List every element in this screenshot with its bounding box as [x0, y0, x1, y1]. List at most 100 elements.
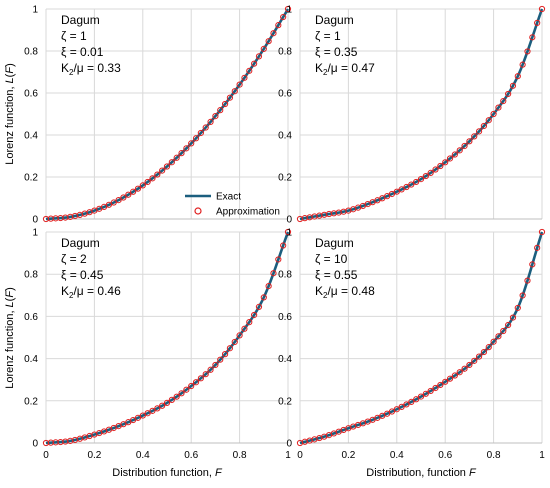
x-tick-label: 0.2 [341, 450, 355, 461]
y-tick-label: 0.4 [278, 131, 292, 142]
approximation-point [188, 140, 195, 147]
approximation-point [393, 406, 400, 413]
x-tick-label: 0 [297, 450, 303, 461]
approximation-point [207, 118, 214, 125]
approximation-point [255, 53, 263, 60]
approximation-point [168, 159, 175, 166]
x-tick-label: 0.4 [390, 450, 404, 461]
legend-exact-label: Exact [216, 192, 241, 203]
y-tick-label: 0.8 [278, 270, 292, 281]
approximation-point [398, 186, 405, 193]
parameter-annotation: K2/μ = 0.47 [315, 61, 375, 77]
x-axis-label-left: Distribution function, F [112, 467, 223, 479]
approximation-point [514, 304, 521, 312]
approximation-point [490, 338, 497, 345]
y-axis-label-bottom: Lorenz function, L(F) [4, 287, 16, 389]
approximation-point [422, 390, 429, 397]
y-tick-label: 0.8 [24, 47, 38, 58]
approximation-point [139, 412, 146, 419]
y-tick-label: 0.6 [278, 312, 292, 323]
approximation-point [403, 183, 410, 191]
approximation-point [159, 402, 166, 409]
approximation-point [538, 5, 546, 13]
approximation-point [509, 82, 517, 89]
approximation-point [139, 182, 146, 189]
approximation-point [188, 382, 195, 390]
approximation-point [384, 193, 391, 200]
parameter-annotation: ζ = 10 [315, 252, 348, 266]
x-tick-label: 0 [43, 450, 49, 461]
approximation-point [125, 191, 132, 198]
y-tick-label: 1 [286, 228, 292, 239]
approximation-point [442, 378, 449, 385]
approximation-point [251, 311, 258, 319]
y-tick-label: 0 [32, 215, 38, 226]
approximation-point [197, 375, 204, 382]
approximation-point [471, 133, 478, 140]
approximation-point [534, 19, 541, 27]
y-tick-label: 0.2 [24, 173, 38, 184]
approximation-point [159, 167, 166, 174]
approximation-point [413, 178, 420, 186]
approximation-point [519, 61, 526, 68]
x-tick-label: 0.8 [487, 450, 501, 461]
approximation-point [202, 124, 209, 131]
x-tick-label: 0.6 [184, 450, 198, 461]
chart-panel-4: 00 0.2 0.2 0.4 0.4 0.6 0.6 0.8 0.8 1 1 Dagum ζ = 10 ξ… [278, 228, 545, 462]
approximation-point [168, 396, 175, 403]
y-tick-label: 0 [286, 439, 292, 450]
x-tick-label: 0.6 [438, 450, 452, 461]
approximation-point [275, 22, 282, 29]
approximation-point [207, 366, 214, 373]
approximation-point [217, 356, 224, 363]
y-tick-label: 0.4 [24, 131, 38, 142]
legend: Exact Approximation [185, 192, 280, 218]
approximation-point [466, 361, 473, 369]
y-tick-label: 0.2 [278, 396, 292, 407]
approximation-point [437, 162, 444, 170]
approximation-point [163, 163, 171, 170]
approximation-point [241, 74, 248, 81]
y-tick-label: 0 [286, 215, 292, 226]
approximation-point [480, 122, 488, 130]
approximation-point [442, 159, 449, 166]
approximation-point [284, 228, 292, 236]
approximation-point [403, 401, 410, 408]
parameter-annotation: ζ = 2 [61, 252, 87, 266]
approximation-point [280, 242, 287, 249]
y-tick-label: 0.6 [24, 312, 38, 323]
approximation-point [519, 292, 526, 299]
y-tick-label: 0.4 [278, 354, 292, 365]
approximation-point [231, 88, 238, 95]
approximation-point [226, 94, 234, 101]
parameter-annotation: ξ = 0.35 [315, 45, 358, 59]
approximation-point [275, 256, 282, 263]
y-tick-label: 0 [32, 439, 38, 450]
approximation-point [202, 371, 209, 378]
panel-title: Dagum [61, 236, 100, 250]
approximation-point [529, 261, 536, 268]
parameter-annotation: ξ = 0.45 [61, 268, 104, 282]
x-tick-label: 1 [539, 450, 545, 461]
parameter-annotation: ζ = 1 [61, 29, 87, 43]
approximation-point [163, 399, 171, 407]
y-tick-label: 0.8 [24, 270, 38, 281]
approximation-point [105, 201, 113, 208]
approximation-point [524, 48, 531, 55]
approximation-point [255, 303, 263, 310]
approximation-point [500, 97, 507, 105]
approximation-point [461, 142, 468, 150]
parameter-annotation: ξ = 0.01 [61, 45, 104, 59]
approximation-point [427, 169, 434, 176]
approximation-point [509, 314, 517, 321]
approximation-point [529, 34, 536, 41]
approximation-point [505, 321, 512, 329]
approximation-point [485, 344, 492, 351]
approximation-point [427, 387, 434, 395]
approximation-point [251, 60, 258, 67]
approximation-point [120, 194, 127, 201]
y-axis-label-top: Lorenz function, L(F) [4, 63, 16, 165]
approximation-point [388, 190, 396, 198]
approximation-point [432, 384, 439, 392]
